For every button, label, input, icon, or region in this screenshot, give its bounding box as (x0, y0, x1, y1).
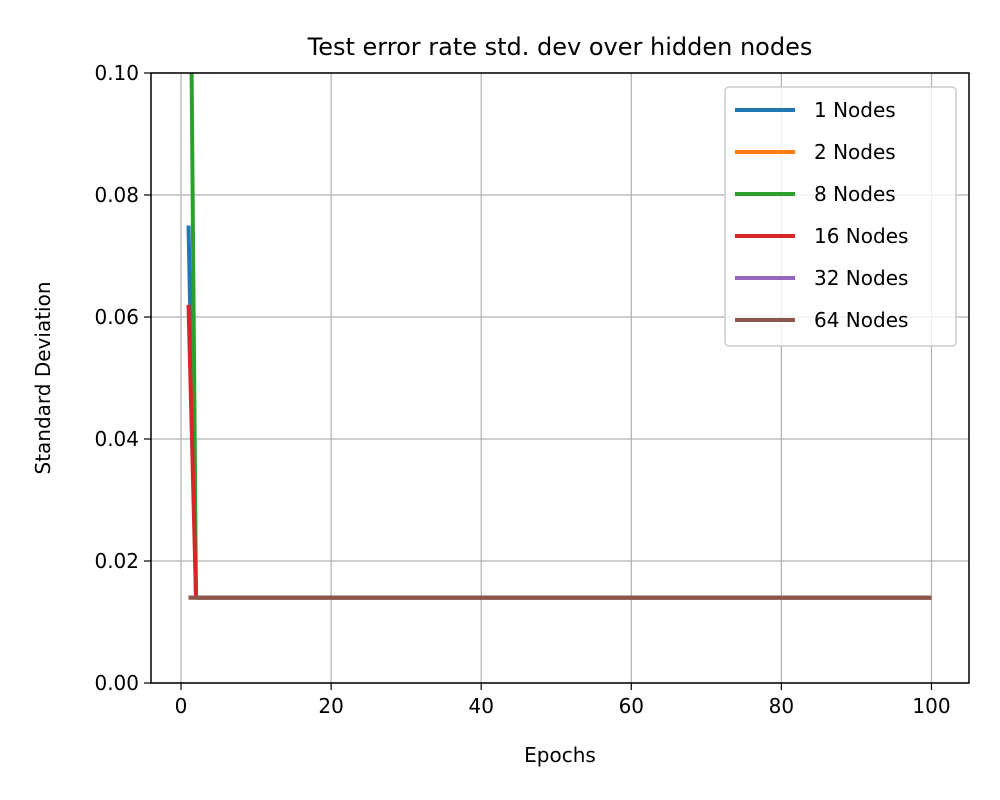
legend-label-32-nodes: 32 Nodes (814, 266, 908, 290)
x-tick-label: 20 (318, 694, 343, 718)
legend: 1 Nodes 2 Nodes 8 Nodes 16 Nodes 32 Nodes 64 … (724, 86, 957, 347)
y-axis-ticks: 0.00 0.02 0.04 0.06 0.08 0.10 (94, 61, 151, 695)
legend-items: 1 Nodes 2 Nodes 8 Nodes 16 Nodes 32 Nodes 64 … (735, 98, 908, 332)
legend-label-1-nodes: 1 Nodes (814, 98, 896, 122)
y-axis-label: Standard Deviation (31, 281, 55, 474)
x-axis-ticks: 0 20 40 60 80 100 (175, 683, 951, 718)
legend-label-8-nodes: 8 Nodes (814, 182, 896, 206)
x-tick-label: 100 (912, 694, 950, 718)
chart-title: Test error rate std. dev over hidden nod… (307, 33, 813, 61)
x-axis-label: Epochs (524, 743, 596, 767)
plot-frame (150, 72, 970, 684)
legend-label-16-nodes: 16 Nodes (814, 224, 908, 248)
x-tick-label: 0 (175, 694, 188, 718)
y-tick-label: 0.04 (94, 427, 139, 451)
legend-label-64-nodes: 64 Nodes (814, 308, 908, 332)
y-tick-label: 0.08 (94, 183, 139, 207)
y-tick-label: 0.10 (94, 61, 139, 85)
series-lines (186, 73, 932, 600)
legend-label-2-nodes: 2 Nodes (814, 140, 896, 164)
x-tick-label: 40 (468, 694, 493, 718)
y-tick-label: 0.06 (94, 305, 139, 329)
y-tick-label: 0.02 (94, 549, 139, 573)
y-tick-label: 0.00 (94, 671, 139, 695)
x-tick-label: 80 (769, 694, 794, 718)
x-tick-label: 60 (619, 694, 644, 718)
